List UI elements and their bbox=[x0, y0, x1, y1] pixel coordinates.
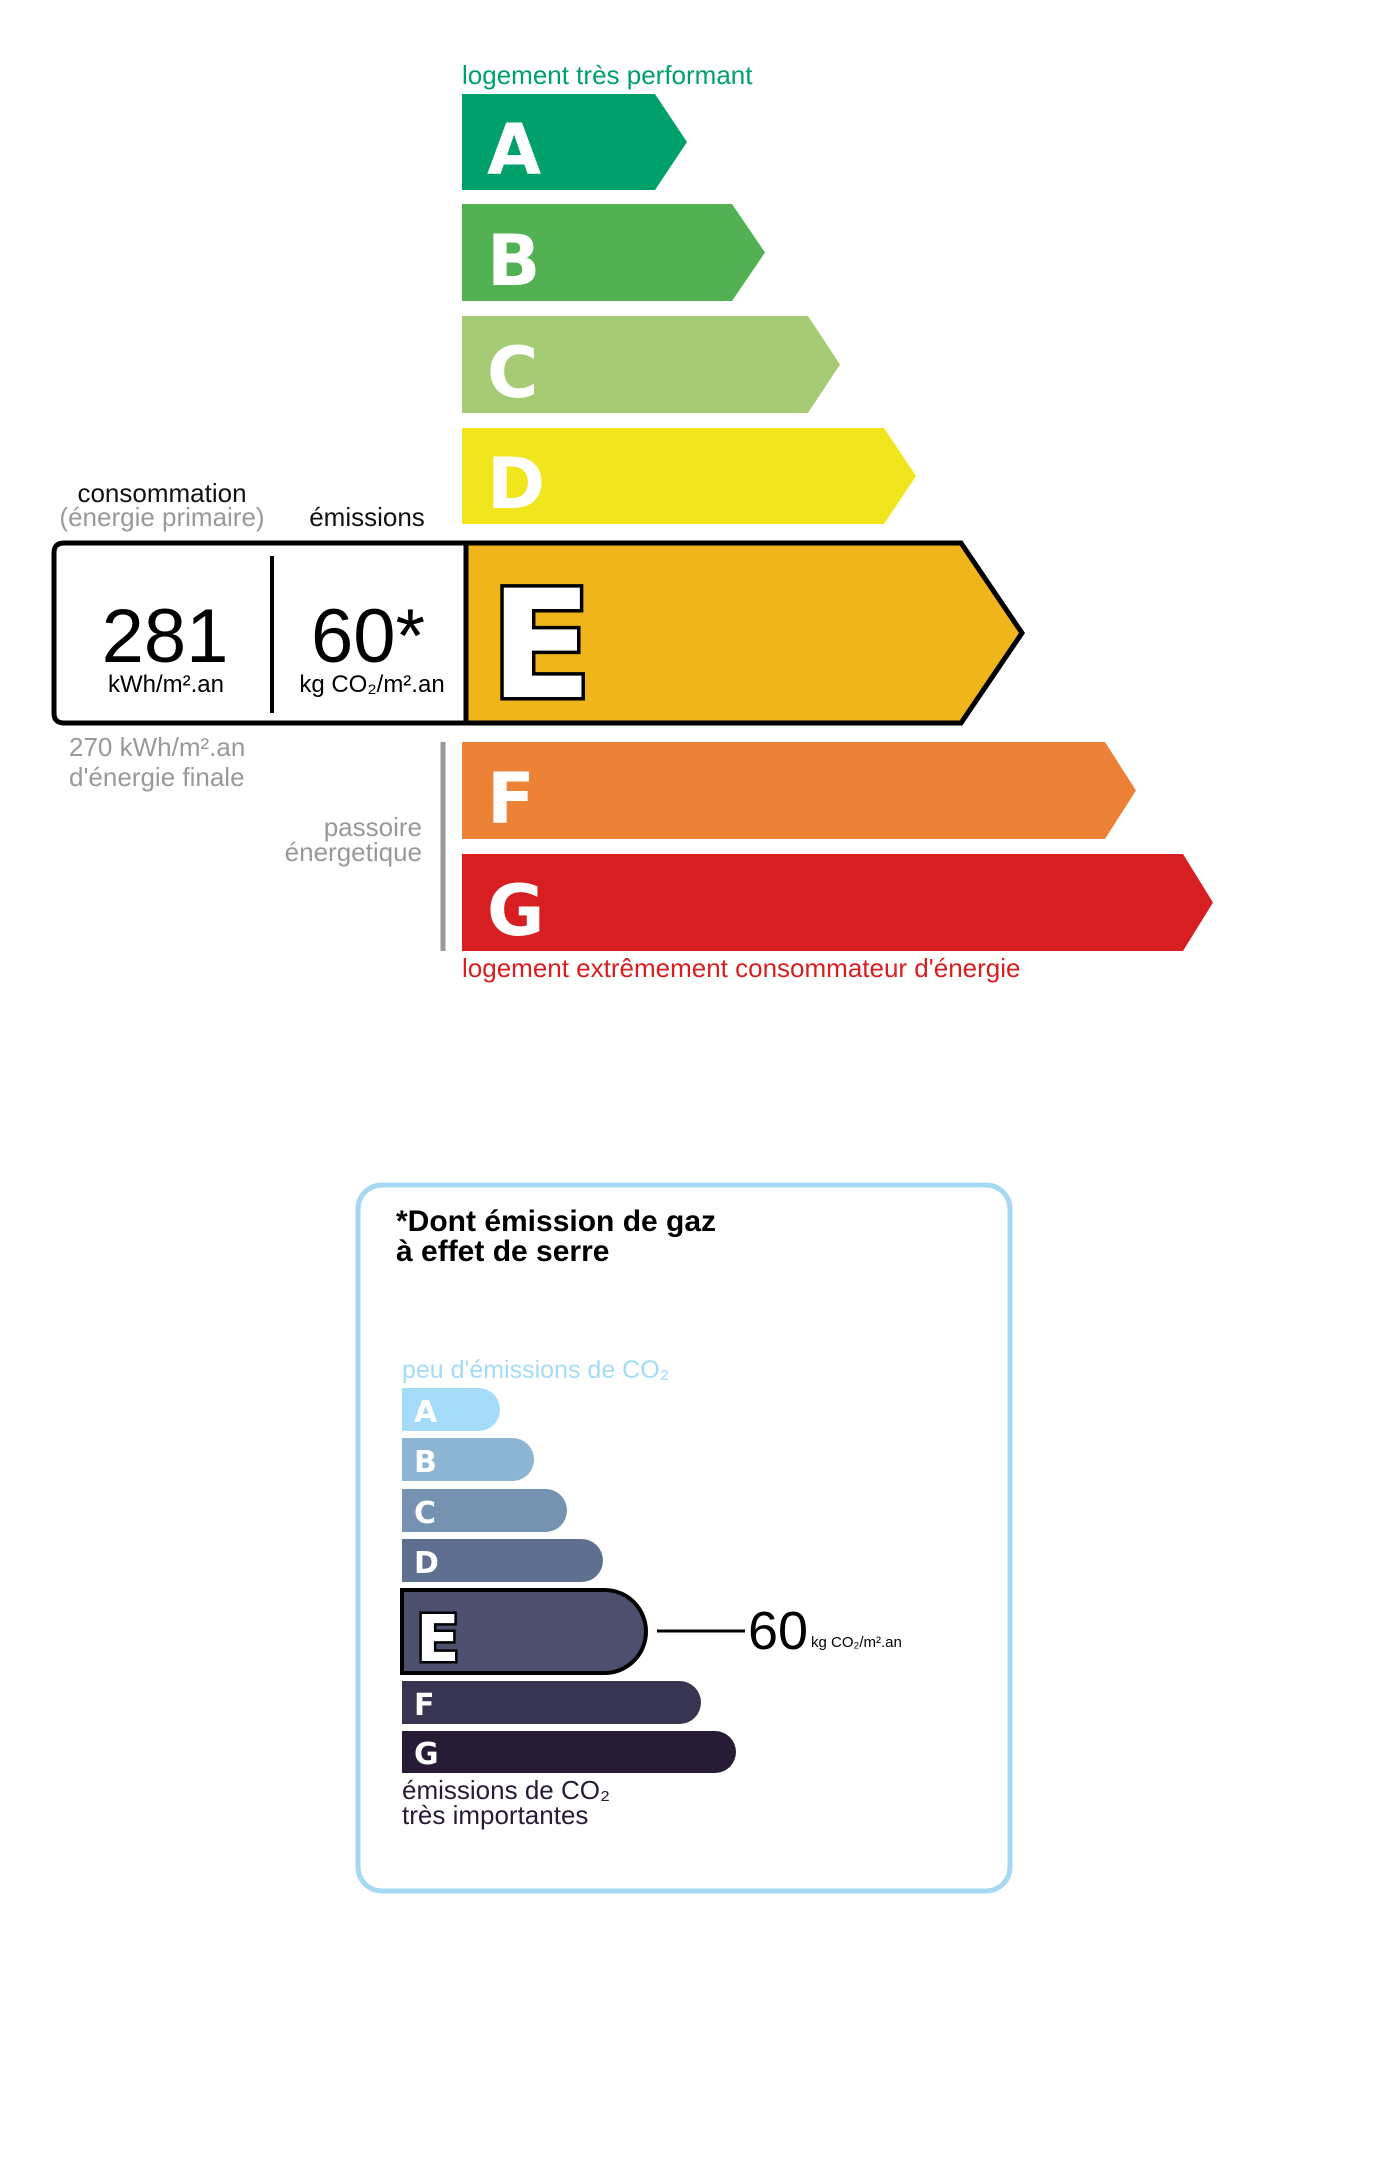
emissions-value: 60* bbox=[311, 594, 425, 679]
energy-top-label: logement très performant bbox=[462, 60, 753, 90]
ges-bar-c bbox=[402, 1489, 567, 1532]
ges-letter-e: E bbox=[416, 1603, 460, 1677]
ges-unit: kg CO₂/m².an bbox=[811, 1634, 902, 1651]
ges-bottom-label-line1: émissions de CO₂ bbox=[402, 1775, 610, 1805]
ges-bar-f bbox=[402, 1681, 701, 1724]
passoire-line1: passoire bbox=[324, 812, 422, 842]
ges-value: 60 bbox=[748, 1601, 808, 1661]
energy-bottom-label: logement extrêmement consommateur d'éner… bbox=[462, 953, 1020, 983]
energy-current-letter: E bbox=[490, 559, 592, 733]
energy-letter-f: F bbox=[487, 758, 535, 840]
value-box bbox=[51, 540, 469, 726]
emissions-title: émissions bbox=[309, 502, 425, 532]
ges-letter-a: A bbox=[414, 1395, 438, 1430]
energy-letter-c: C bbox=[487, 332, 538, 414]
passoire-line2: énergetique bbox=[285, 837, 422, 867]
ges-title-line1: *Dont émission de gaz bbox=[396, 1205, 716, 1238]
energy-bar-f bbox=[462, 742, 1136, 839]
energy-bar-e bbox=[463, 540, 1026, 726]
ges-letter-f: F bbox=[414, 1688, 435, 1723]
energy-bar-g bbox=[462, 854, 1213, 951]
consumption-unit: kWh/m².an bbox=[108, 671, 224, 698]
energy-letter-g: G bbox=[487, 870, 544, 952]
consumption-title: consommation bbox=[77, 478, 246, 508]
ges-bar-d bbox=[402, 1539, 603, 1582]
energy-bar-c bbox=[462, 316, 840, 413]
ges-bar-g bbox=[402, 1731, 736, 1773]
energy-bar-d bbox=[462, 428, 916, 524]
ges-title-line2: à effet de serre bbox=[396, 1235, 609, 1268]
energy-letter-d: D bbox=[487, 443, 545, 525]
ges-letter-d: D bbox=[414, 1546, 439, 1581]
ges-bar-a bbox=[402, 1387, 500, 1431]
final-energy-line1: 270 kWh/m².an bbox=[69, 732, 245, 762]
ges-bar-b bbox=[402, 1438, 534, 1481]
ges-letter-b: B bbox=[414, 1445, 437, 1480]
consumption-value: 281 bbox=[102, 594, 229, 679]
ges-top-label: peu d'émissions de CO₂ bbox=[402, 1356, 669, 1384]
energy-bar-a bbox=[462, 94, 687, 190]
emissions-unit: kg CO₂/m².an bbox=[299, 671, 444, 698]
energy-letter-b: B bbox=[487, 220, 540, 302]
ges-letter-c: C bbox=[414, 1496, 436, 1531]
final-energy-line2: d'énergie finale bbox=[69, 762, 245, 792]
consumption-subtitle: (énergie primaire) bbox=[59, 502, 264, 532]
energy-letter-a: A bbox=[487, 109, 541, 191]
ges-letter-g: G bbox=[414, 1737, 439, 1772]
energy-bar-b bbox=[462, 204, 765, 301]
ges-bottom-label-line2: très importantes bbox=[402, 1800, 588, 1830]
ges-bar-e bbox=[400, 1588, 648, 1675]
